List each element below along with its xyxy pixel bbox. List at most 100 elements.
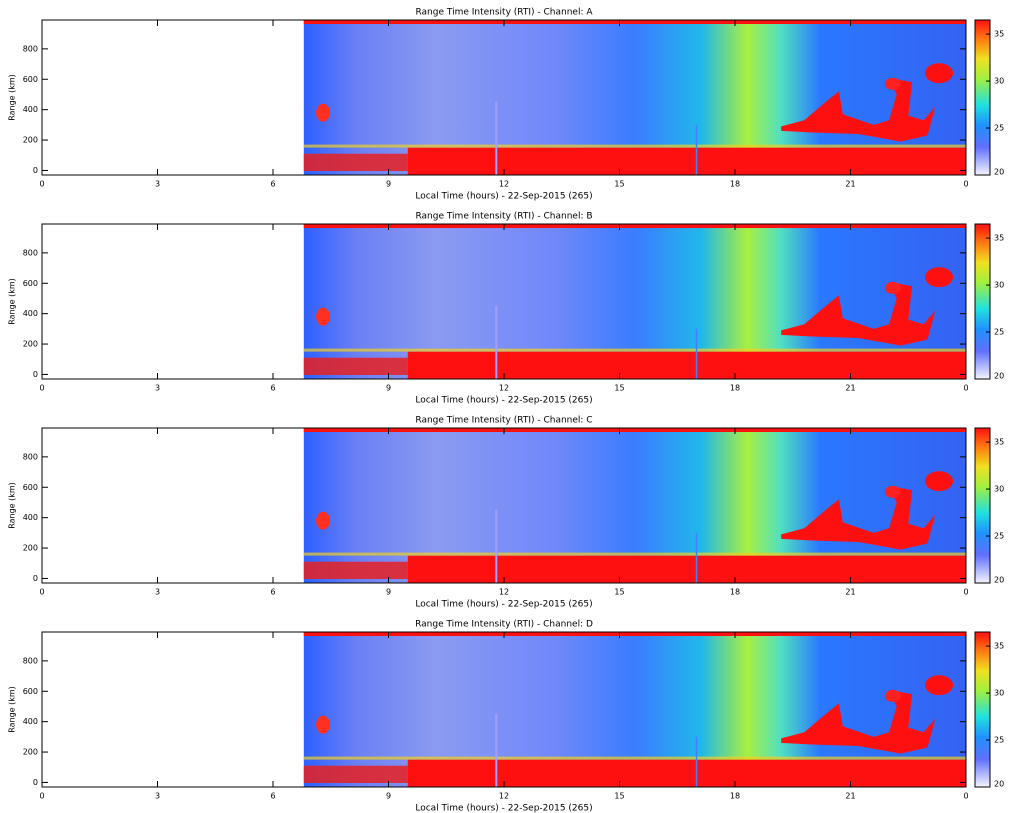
x-tick-label: 12 bbox=[499, 588, 509, 597]
x-tick-label: 0 bbox=[963, 792, 968, 801]
y-axis-label: Range (km) bbox=[8, 74, 17, 121]
colorbar-tick-label: 35 bbox=[994, 642, 1004, 651]
colorbar-tick-label: 20 bbox=[994, 372, 1004, 381]
y-tick-label: 400 bbox=[23, 513, 38, 522]
heatmap-plume bbox=[781, 689, 936, 754]
y-tick-label: 0 bbox=[33, 574, 38, 583]
x-tick-label: 0 bbox=[963, 588, 968, 597]
x-tick-label: 21 bbox=[845, 384, 855, 393]
x-tick-label: 0 bbox=[39, 588, 44, 597]
heatmap-top-band bbox=[303, 428, 966, 432]
colorbar-tick-label: 25 bbox=[994, 124, 1004, 133]
y-tick-label: 0 bbox=[33, 370, 38, 379]
x-tick-label: 21 bbox=[845, 792, 855, 801]
x-tick-label: 3 bbox=[155, 588, 160, 597]
y-tick-label: 400 bbox=[23, 309, 38, 318]
x-tick-label: 18 bbox=[730, 384, 740, 393]
x-tick-label: 6 bbox=[270, 180, 275, 189]
colorbar-tick-label: 35 bbox=[994, 30, 1004, 39]
x-tick-label: 15 bbox=[614, 588, 624, 597]
x-tick-label: 9 bbox=[386, 588, 391, 597]
heatmap-low-band bbox=[303, 153, 408, 171]
heatmap-low-band bbox=[303, 357, 408, 375]
heatmap-blob bbox=[925, 675, 954, 696]
x-tick-label: 3 bbox=[155, 180, 160, 189]
y-axis-label: Range (km) bbox=[8, 482, 17, 529]
colorbar-tick-label: 25 bbox=[994, 328, 1004, 337]
heatmap-blob bbox=[884, 281, 901, 294]
colorbar-tick-label: 35 bbox=[994, 438, 1004, 447]
y-axis-label: Range (km) bbox=[8, 278, 17, 325]
heatmap-blob bbox=[316, 307, 331, 326]
x-tick-label: 6 bbox=[270, 792, 275, 801]
x-tick-label: 0 bbox=[39, 792, 44, 801]
heatmap-band-edge bbox=[303, 756, 966, 760]
colorbar bbox=[974, 19, 991, 176]
x-tick-label: 15 bbox=[614, 180, 624, 189]
y-axis-label: Range (km) bbox=[8, 686, 17, 733]
colorbar-tick-label: 20 bbox=[994, 168, 1004, 177]
x-tick-label: 21 bbox=[845, 180, 855, 189]
x-tick-label: 9 bbox=[386, 384, 391, 393]
y-tick-label: 200 bbox=[23, 544, 38, 553]
colorbar-tick-label: 25 bbox=[994, 736, 1004, 745]
y-tick-label: 800 bbox=[23, 656, 38, 665]
heatmap-plume bbox=[781, 77, 936, 142]
x-tick-label: 9 bbox=[386, 792, 391, 801]
heatmap-low-band bbox=[303, 765, 408, 783]
heatmap-top-band bbox=[303, 20, 966, 24]
x-tick-label: 0 bbox=[39, 384, 44, 393]
x-tick-label: 12 bbox=[499, 384, 509, 393]
heatmap-plume bbox=[781, 281, 936, 346]
colorbar bbox=[974, 223, 991, 380]
colorbar-tick-label: 20 bbox=[994, 576, 1004, 585]
heatmap-blob bbox=[925, 267, 954, 288]
x-tick-label: 3 bbox=[155, 384, 160, 393]
y-tick-label: 800 bbox=[23, 452, 38, 461]
x-axis-label: Local Time (hours) - 22-Sep-2015 (265) bbox=[415, 804, 592, 813]
colorbar-tick-label: 30 bbox=[994, 281, 1004, 290]
y-tick-label: 400 bbox=[23, 717, 38, 726]
heatmap-blob bbox=[925, 63, 954, 84]
x-tick-label: 9 bbox=[386, 180, 391, 189]
colorbar bbox=[974, 427, 991, 584]
heatmap-blob bbox=[884, 689, 901, 702]
x-axis-label: Local Time (hours) - 22-Sep-2015 (265) bbox=[415, 600, 592, 610]
heatmap-band-edge bbox=[303, 552, 966, 556]
x-tick-label: 0 bbox=[963, 384, 968, 393]
colorbar-tick-label: 30 bbox=[994, 485, 1004, 494]
heatmap-blob bbox=[884, 77, 901, 90]
colorbar-tick-label: 25 bbox=[994, 532, 1004, 541]
chart-title: Range Time Intensity (RTI) - Channel: A bbox=[415, 8, 593, 18]
y-tick-label: 600 bbox=[23, 687, 38, 696]
x-tick-label: 12 bbox=[499, 792, 509, 801]
colorbar-tick-label: 20 bbox=[994, 780, 1004, 789]
x-tick-label: 6 bbox=[270, 588, 275, 597]
chart-title: Range Time Intensity (RTI) - Channel: C bbox=[415, 416, 592, 426]
colorbar-tick-label: 30 bbox=[994, 689, 1004, 698]
x-tick-label: 15 bbox=[614, 792, 624, 801]
y-tick-label: 0 bbox=[33, 778, 38, 787]
x-axis-label: Local Time (hours) - 22-Sep-2015 (265) bbox=[415, 396, 592, 406]
x-tick-label: 18 bbox=[730, 588, 740, 597]
chart-title: Range Time Intensity (RTI) - Channel: B bbox=[415, 212, 592, 222]
heatmap-low-band bbox=[407, 351, 966, 379]
heatmap-low-band bbox=[407, 147, 966, 175]
y-tick-label: 600 bbox=[23, 279, 38, 288]
x-axis-label: Local Time (hours) - 22-Sep-2015 (265) bbox=[415, 192, 592, 202]
y-tick-label: 0 bbox=[33, 166, 38, 175]
heatmap-blob bbox=[316, 715, 331, 734]
heatmap-top-band bbox=[303, 632, 966, 636]
heatmap-plume bbox=[781, 485, 936, 550]
y-tick-label: 800 bbox=[23, 44, 38, 53]
x-tick-label: 6 bbox=[270, 384, 275, 393]
y-tick-label: 200 bbox=[23, 748, 38, 757]
y-tick-label: 200 bbox=[23, 136, 38, 145]
y-tick-label: 400 bbox=[23, 105, 38, 114]
heatmap-low-band bbox=[407, 555, 966, 583]
colorbar-tick-label: 30 bbox=[994, 77, 1004, 86]
colorbar-tick-label: 35 bbox=[994, 234, 1004, 243]
x-tick-label: 12 bbox=[499, 180, 509, 189]
chart-title: Range Time Intensity (RTI) - Channel: D bbox=[415, 620, 593, 630]
